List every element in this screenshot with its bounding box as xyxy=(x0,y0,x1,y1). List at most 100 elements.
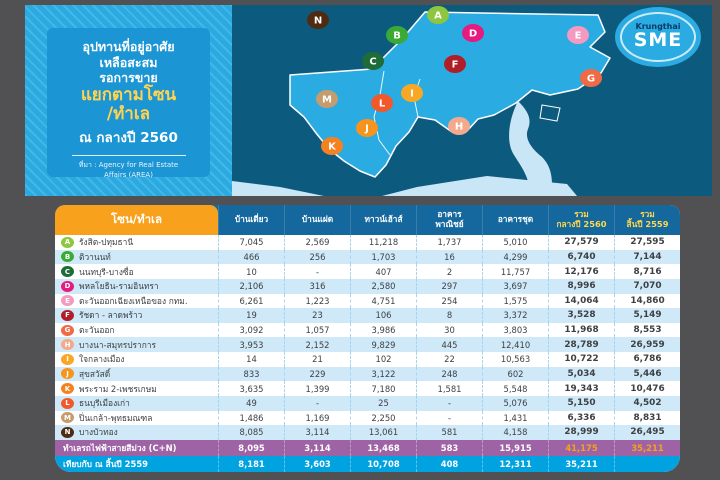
value-cell: 6,336 xyxy=(548,410,614,426)
zone-badge-A: A xyxy=(61,236,74,248)
value-cell: 2,152 xyxy=(284,337,350,352)
zone-label: นนทบุรี-บางซื่อ xyxy=(79,266,134,277)
value-cell: 3,803 xyxy=(482,322,548,338)
value-cell: 22 xyxy=(416,352,482,367)
zone-cell: D พหลโยธิน-รามอินทรา xyxy=(55,279,218,294)
value-cell: 2,250 xyxy=(350,410,416,426)
map-marker-letter: H xyxy=(455,122,463,133)
value-cell: 12,311 xyxy=(482,455,548,472)
value-cell: 8,181 xyxy=(218,455,284,472)
column-header: ทาวน์เฮ้าส์ xyxy=(350,205,416,235)
value-cell: 7,180 xyxy=(350,381,416,396)
map-marker-letter: C xyxy=(369,57,376,68)
column-header: อาคารชุด xyxy=(482,205,548,235)
title-year: ณ กลางปี 2560 xyxy=(79,129,178,146)
logo-sme-text: SME xyxy=(633,29,683,52)
zone-badge-E: E xyxy=(61,295,74,307)
zone-label: พระราม 2-เพชรเกษม xyxy=(79,383,157,394)
map-marker-letter: L xyxy=(379,99,386,110)
zone-badge-I: I xyxy=(61,353,74,365)
zone-label: ตะวันออกเฉียงเหนือของ กทม. xyxy=(79,295,188,306)
value-cell: 1,486 xyxy=(218,410,284,426)
value-cell: 1,431 xyxy=(482,410,548,426)
zone-column-header: โซน/ทำเล xyxy=(55,205,218,235)
column-header: รวม กลางปี 2560 xyxy=(548,205,614,235)
value-cell: 14 xyxy=(218,352,284,367)
value-cell: 466 xyxy=(218,249,284,265)
zone-badge-F: F xyxy=(61,309,74,321)
value-cell: 1,575 xyxy=(482,293,548,309)
value-cell: 26,495 xyxy=(614,425,680,440)
map-marker-letter: G xyxy=(587,74,595,85)
value-cell: 3,953 xyxy=(218,337,284,352)
zone-label: ปิ่นเกล้า-พุทธมณฑล xyxy=(79,412,153,423)
map-marker-letter: B xyxy=(393,31,401,42)
table-row: B ติวานนท์ 466 256 1,703 16 4,299 6,740 7,144 xyxy=(55,249,680,265)
value-cell: 8,085 xyxy=(218,425,284,440)
zone-cell: F รัชดา - ลาดพร้าว xyxy=(55,308,218,323)
zone-label: บางนา-สมุทรปราการ xyxy=(79,339,156,350)
map-marker-C xyxy=(362,52,384,70)
value-cell: 27,595 xyxy=(614,235,680,250)
map-marker-F xyxy=(444,55,466,73)
zone-cell: L ธนบุรีเมืองเก่า xyxy=(55,396,218,411)
value-cell: 13,061 xyxy=(350,425,416,440)
value-cell: 7,070 xyxy=(614,278,680,294)
column-header: อาคาร พาณิชย์ xyxy=(416,205,482,235)
value-cell: 26,959 xyxy=(614,337,680,352)
zone-label: รัชดา - ลาดพร้าว xyxy=(79,310,143,321)
zone-cell: M ปิ่นเกล้า-พุทธมณฑล xyxy=(55,411,218,426)
value-cell: 8,996 xyxy=(548,278,614,294)
source-line-2: Affairs (AREA) xyxy=(104,171,153,180)
summary-label: ทำเลรถไฟฟ้าสายสีม่วง (C+N) xyxy=(63,442,177,453)
map-marker-letter: M xyxy=(322,95,332,106)
map-marker-letter: A xyxy=(434,11,442,22)
value-cell: 3,986 xyxy=(350,322,416,338)
krungthai-sme-logo: Krungthai SME xyxy=(620,12,696,62)
value-cell: 13,468 xyxy=(350,439,416,456)
value-cell: 15,915 xyxy=(482,439,548,456)
map-marker-K xyxy=(321,137,343,155)
value-cell: - xyxy=(416,410,482,426)
map-marker-N xyxy=(307,11,329,29)
bangkok-map: A B C D E F G H I J K L M N xyxy=(232,6,611,196)
title-highlight-1: แยกตามโซน xyxy=(80,84,177,105)
value-cell: 3,114 xyxy=(284,439,350,456)
map-marker-letter: F xyxy=(452,60,459,71)
value-cell: 16 xyxy=(416,249,482,265)
title-panel: อุปทานที่อยู่อาศัย เหลือสะสม รอการขาย แย… xyxy=(25,5,232,196)
title-line-2: เหลือสะสม xyxy=(99,54,158,70)
value-cell: 10,563 xyxy=(482,352,548,367)
zone-cell: E ตะวันออกเฉียงเหนือของ กทม. xyxy=(55,294,218,309)
value-cell: 3,697 xyxy=(482,278,548,294)
title-divider xyxy=(71,154,186,156)
value-cell: 23 xyxy=(284,308,350,323)
value-cell: 5,076 xyxy=(482,395,548,411)
zone-label: ตะวันออก xyxy=(79,325,115,336)
zone-label: พหลโยธิน-รามอินทรา xyxy=(79,281,159,292)
map-marker-I xyxy=(401,84,423,102)
summary-row: ทำเลรถไฟฟ้าสายสีม่วง (C+N) 8,095 3,114 13,4… xyxy=(55,439,680,456)
title-card: อุปทานที่อยู่อาศัย เหลือสะสม รอการขาย แย… xyxy=(47,28,210,179)
value-cell: 3,635 xyxy=(218,381,284,396)
value-cell: 14,860 xyxy=(614,293,680,309)
value-cell: 106 xyxy=(350,308,416,323)
value-cell: 102 xyxy=(350,352,416,367)
value-cell: 10,476 xyxy=(614,381,680,396)
table-row: H บางนา-สมุทรปราการ 3,953 2,152 9,829 445 12,4… xyxy=(55,337,680,352)
zone-badge-N: N xyxy=(61,426,74,438)
zone-cell: N บางบัวทอง xyxy=(55,425,218,440)
value-cell: 5,548 xyxy=(482,381,548,396)
table-header-row: โซน/ทำเล บ้านเดี่ยว บ้านแฝด ทาวน์เฮ้าส์ อาค… xyxy=(55,205,680,235)
value-cell: 10 xyxy=(218,264,284,279)
zone-label: ใจกลางเมือง xyxy=(79,354,125,365)
value-cell: 2,569 xyxy=(284,235,350,250)
column-header: รวม สิ้นปี 2559 xyxy=(614,205,680,235)
map-marker-L xyxy=(371,94,393,112)
table-row: E ตะวันออกเฉียงเหนือของ กทม. 6,261 1,223 4,7… xyxy=(55,293,680,309)
value-cell: 256 xyxy=(284,249,350,265)
value-cell: 8,095 xyxy=(218,439,284,456)
table-row: K พระราม 2-เพชรเกษม 3,635 1,399 7,180 1,581 5,… xyxy=(55,381,680,396)
value-cell: 3,372 xyxy=(482,308,548,323)
value-cell: 28,789 xyxy=(548,337,614,352)
